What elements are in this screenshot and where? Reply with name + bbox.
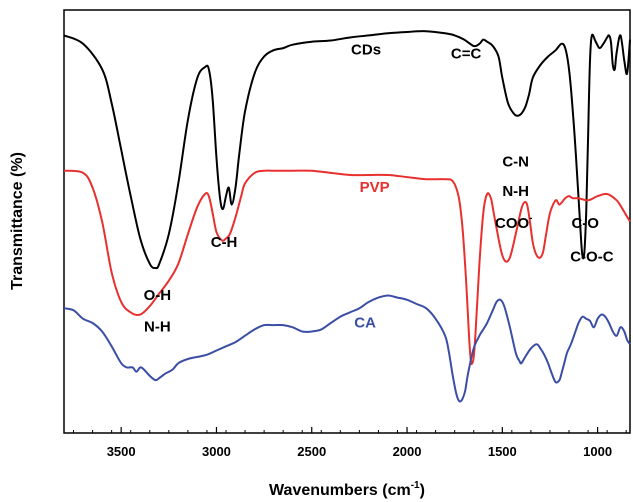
x-tick-label: 2500 — [297, 444, 326, 459]
y-axis-label: Transmittance (%) — [9, 152, 26, 290]
annotation-text: O-H — [144, 287, 172, 304]
annotation-label: C-H — [211, 234, 238, 251]
x-tick-label: 1000 — [583, 444, 612, 459]
series-layer — [63, 30, 631, 403]
annotation-text: COO — [495, 215, 530, 232]
annotation-text: C=C — [451, 46, 482, 63]
series-line-cds — [63, 30, 631, 270]
annotation-label: CDs — [351, 41, 381, 58]
annotation-label: PVP — [360, 179, 390, 196]
x-tick-label: 2000 — [393, 444, 422, 459]
annotation-label: CA — [354, 314, 376, 331]
annotation-text: PVP — [360, 179, 390, 196]
annotation-text: CDs — [351, 41, 381, 58]
annotations: O-H N-H C-H CDs C=C C-N N-H COO- C-O C-O-C PVP CA — [144, 41, 614, 335]
annotation-text: N-H — [144, 318, 171, 335]
annotation-text: N-H — [502, 183, 529, 200]
annotation-text: C-O-C — [570, 249, 613, 266]
x-axis-label: Wavenumbers (cm-1) — [269, 480, 425, 499]
annotation-text: C-O — [571, 215, 599, 232]
annotation-label: C-N — [502, 154, 529, 171]
annotation-label: N-H — [144, 318, 171, 335]
annotation-label: COO- — [495, 213, 533, 232]
x-axis-ticks: 3500 3000 2500 2000 1500 1000 — [73, 427, 627, 459]
series-line-pvp — [63, 169, 631, 366]
annotation-text: C-H — [211, 234, 238, 251]
annotation-text: C-N — [502, 154, 529, 171]
x-tick-label: 3000 — [202, 444, 231, 459]
annotation-label: N-H — [502, 183, 529, 200]
annotation-superscript: - — [529, 213, 532, 224]
annotation-label: C-O — [571, 215, 599, 232]
annotation-text: CA — [354, 314, 376, 331]
annotation-label: O-H — [144, 287, 172, 304]
x-tick-label: 3500 — [107, 444, 136, 459]
annotation-label: C-O-C — [570, 249, 613, 266]
series-line-ca — [63, 294, 631, 403]
plot-frame — [63, 9, 631, 434]
x-tick-label: 1500 — [488, 444, 517, 459]
annotation-label: C=C — [451, 46, 482, 63]
